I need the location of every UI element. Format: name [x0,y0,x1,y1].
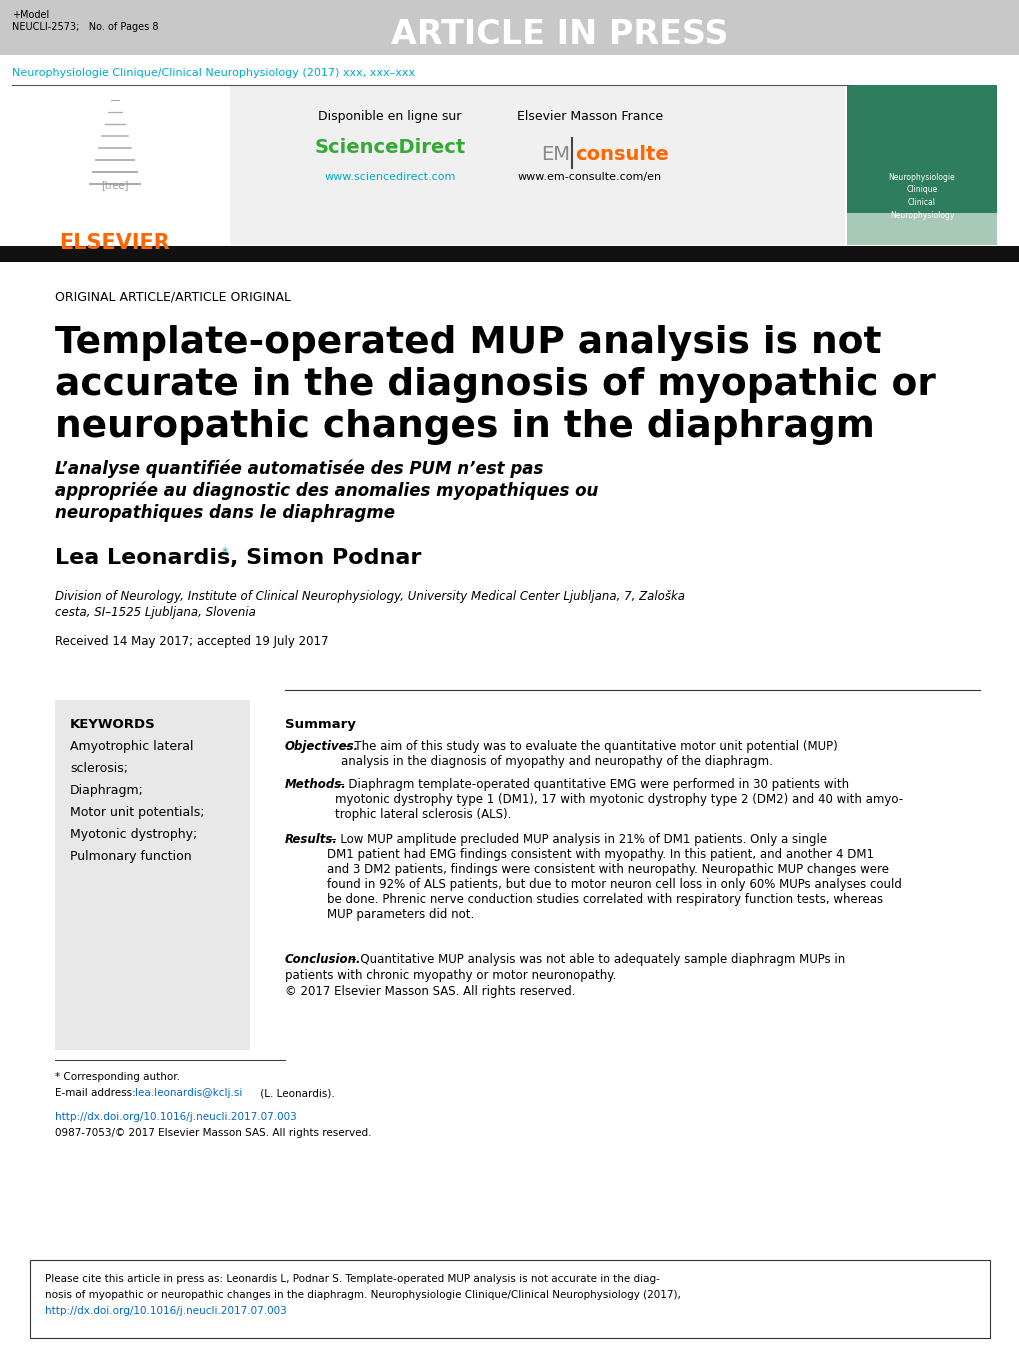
Text: © 2017 Elsevier Masson SAS. All rights reserved.: © 2017 Elsevier Masson SAS. All rights r… [284,985,575,998]
Text: http://dx.doi.org/10.1016/j.neucli.2017.07.003: http://dx.doi.org/10.1016/j.neucli.2017.… [45,1306,286,1316]
Text: KEYWORDS: KEYWORDS [70,717,156,731]
Text: Division of Neurology, Institute of Clinical Neurophysiology, University Medical: Division of Neurology, Institute of Clin… [55,590,685,603]
Text: patients with chronic myopathy or motor neuronopathy.: patients with chronic myopathy or motor … [284,969,615,982]
Text: Motor unit potentials;: Motor unit potentials; [70,807,204,819]
Text: Methods.: Methods. [284,778,346,790]
Text: nosis of myopathic or neuropathic changes in the diaphragm. Neurophysiologie Cli: nosis of myopathic or neuropathic change… [45,1290,681,1300]
Text: L’analyse quantifiée automatisée des PUM n’est pas: L’analyse quantifiée automatisée des PUM… [55,459,543,478]
Text: Neurophysiologie Clinique/Clinical Neurophysiology (2017) xxx, xxx–xxx: Neurophysiologie Clinique/Clinical Neuro… [12,68,415,78]
Text: consulte: consulte [575,145,668,163]
Text: Results.: Results. [284,834,337,846]
Text: http://dx.doi.org/10.1016/j.neucli.2017.07.003: http://dx.doi.org/10.1016/j.neucli.2017.… [55,1112,297,1121]
Bar [229,85,844,245]
Text: (L. Leonardis).: (L. Leonardis). [257,1088,334,1098]
Text: , Simon Podnar: , Simon Podnar [229,549,421,567]
Text: neuropathiques dans le diaphragme: neuropathiques dans le diaphragme [55,504,394,521]
Text: Disponible en ligne sur: Disponible en ligne sur [318,109,462,123]
Text: www.sciencedirect.com: www.sciencedirect.com [324,172,455,182]
Text: * Corresponding author.: * Corresponding author. [55,1071,179,1082]
Text: Received 14 May 2017; accepted 19 July 2017: Received 14 May 2017; accepted 19 July 2… [55,635,328,648]
Text: *: * [222,546,228,559]
Text: EM: EM [540,145,570,163]
Text: Myotonic dystrophy;: Myotonic dystrophy; [70,828,197,842]
Text: [tree]: [tree] [101,180,128,190]
Bar [12,85,229,245]
Text: – Low MUP amplitude precluded MUP analysis in 21% of DM1 patients. Only a single: – Low MUP amplitude precluded MUP analys… [327,834,901,921]
Bar [0,0,1019,55]
Bar [0,246,1019,262]
Bar [846,213,996,245]
Text: Diaphragm;: Diaphragm; [70,784,144,797]
Text: – Quantitative MUP analysis was not able to adequately sample diaphragm MUPs in: – Quantitative MUP analysis was not able… [346,952,845,966]
Text: ELSEVIER: ELSEVIER [59,232,170,253]
Text: E-mail address:: E-mail address: [55,1088,139,1098]
Text: Conclusion.: Conclusion. [284,952,361,966]
Text: Amyotrophic lateral: Amyotrophic lateral [70,740,194,753]
Text: NEUCLI-2573;   No. of Pages 8: NEUCLI-2573; No. of Pages 8 [12,22,158,32]
Text: +Model: +Model [12,9,49,20]
Text: ARTICLE IN PRESS: ARTICLE IN PRESS [391,19,728,51]
Text: Lea Leonardis: Lea Leonardis [55,549,230,567]
Text: Template-operated MUP analysis is not: Template-operated MUP analysis is not [55,326,880,361]
Text: Please cite this article in press as: Leonardis L, Podnar S. Template-operated M: Please cite this article in press as: Le… [45,1274,659,1283]
Bar [30,1260,989,1337]
Text: 0987-7053/© 2017 Elsevier Masson SAS. All rights reserved.: 0987-7053/© 2017 Elsevier Masson SAS. Al… [55,1128,371,1138]
Text: – The aim of this study was to evaluate the quantitative motor unit potential (M: – The aim of this study was to evaluate … [340,740,837,767]
Text: sclerosis;: sclerosis; [70,762,127,775]
Text: ScienceDirect: ScienceDirect [314,138,465,157]
Text: appropriée au diagnostic des anomalies myopathiques ou: appropriée au diagnostic des anomalies m… [55,482,598,500]
Text: neuropathic changes in the diaphragm: neuropathic changes in the diaphragm [55,409,874,444]
Bar [55,700,250,1050]
Text: cesta, SI–1525 Ljubljana, Slovenia: cesta, SI–1525 Ljubljana, Slovenia [55,607,256,619]
Bar [846,85,996,213]
Text: Pulmonary function: Pulmonary function [70,850,192,863]
Text: Neurophysiologie
Clinique
Clinical
Neurophysiology: Neurophysiologie Clinique Clinical Neuro… [888,173,955,219]
Text: accurate in the diagnosis of myopathic or: accurate in the diagnosis of myopathic o… [55,367,935,403]
Text: lea.leonardis@kclj.si: lea.leonardis@kclj.si [135,1088,243,1098]
Text: Elsevier Masson France: Elsevier Masson France [517,109,662,123]
Text: www.em-consulte.com/en: www.em-consulte.com/en [518,172,661,182]
Text: Summary: Summary [284,717,356,731]
Text: Objectives.: Objectives. [284,740,359,753]
Text: ORIGINAL ARTICLE/ARTICLE ORIGINAL: ORIGINAL ARTICLE/ARTICLE ORIGINAL [55,290,290,303]
Text: – Diaphragm template-operated quantitative EMG were performed in 30 patients wit: – Diaphragm template-operated quantitati… [334,778,902,821]
